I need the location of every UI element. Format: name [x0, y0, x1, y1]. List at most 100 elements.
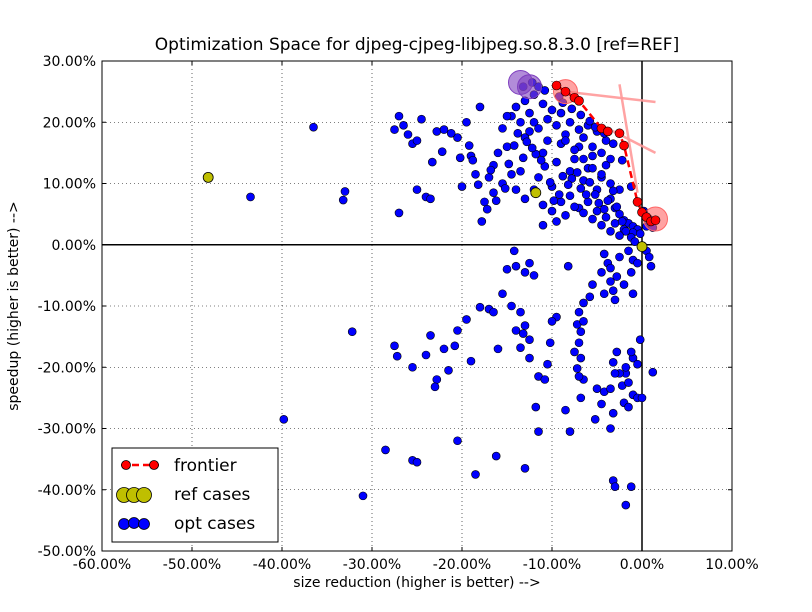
opt-point	[545, 177, 555, 187]
opt-point	[599, 204, 609, 214]
legend-item-ref: ref cases	[116, 485, 251, 505]
opt-point	[585, 177, 595, 187]
opt-point	[493, 148, 503, 158]
y-tick-label: 10.00%	[43, 177, 96, 193]
opt-point	[630, 237, 640, 246]
frontier-point	[650, 215, 661, 226]
opt-point	[579, 154, 588, 164]
opt-point	[648, 367, 658, 377]
opt-point	[279, 415, 289, 424]
y-axis-ticks: -50.00% -40.00% -30.00% -20.00% -10.00% 0.00%…	[38, 54, 732, 560]
opt-point	[475, 302, 485, 312]
opt-point	[525, 127, 534, 136]
opt-point	[588, 280, 597, 289]
opt-point	[608, 186, 618, 196]
opt-point	[576, 184, 586, 193]
opt-point	[390, 341, 399, 351]
opt-point	[534, 124, 543, 133]
opt-point	[570, 202, 579, 212]
legend-label-opt: opt cases	[174, 514, 255, 534]
opt-point	[432, 375, 442, 384]
opt-point	[477, 217, 487, 226]
opt-points	[246, 78, 658, 510]
opt-point	[547, 317, 557, 326]
opt-point	[552, 217, 561, 226]
opt-point	[522, 137, 532, 147]
opt-point	[626, 268, 636, 277]
opt-point	[534, 427, 543, 436]
y-tick-label: -40.00%	[38, 483, 96, 499]
opt-point	[545, 338, 555, 348]
opt-point	[563, 180, 573, 190]
opt-point	[531, 402, 541, 412]
legend-label-frontier: frontier	[174, 456, 237, 476]
opt-point	[498, 289, 507, 299]
opt-point	[617, 155, 627, 165]
opt-point	[579, 317, 588, 326]
opt-point	[570, 145, 579, 155]
frontier-point	[632, 197, 643, 207]
opt-point	[592, 384, 602, 393]
opt-point	[637, 393, 647, 403]
opt-point	[561, 405, 570, 415]
opt-point	[529, 117, 539, 127]
opt-point	[466, 356, 476, 366]
opt-point	[633, 359, 642, 369]
opt-point	[408, 362, 417, 372]
opt-point	[565, 427, 575, 436]
opt-point	[606, 226, 615, 236]
opt-point	[561, 211, 570, 220]
opt-point	[599, 249, 609, 259]
opt-point	[399, 121, 408, 130]
opt-point	[358, 491, 368, 501]
frontier-point	[602, 126, 613, 137]
opt-point	[525, 353, 534, 363]
opt-point	[471, 470, 480, 479]
opt-point	[473, 180, 483, 190]
opt-point	[610, 219, 620, 228]
opt-point	[486, 165, 496, 175]
opt-point	[565, 166, 575, 176]
opt-point	[597, 148, 606, 158]
opt-point	[576, 110, 586, 120]
x-tick-label: -10.00%	[523, 557, 581, 573]
opt-point	[392, 351, 402, 361]
opt-point	[446, 128, 456, 138]
opt-point	[482, 204, 492, 214]
opt-point	[439, 344, 449, 354]
opt-point	[426, 194, 435, 204]
x-axis-label: size reduction (higher is better) -->	[293, 575, 540, 591]
opt-point	[554, 190, 564, 199]
legend-label-ref: ref cases	[174, 485, 251, 505]
opt-point	[576, 327, 586, 337]
opt-point	[590, 190, 600, 199]
opt-point	[502, 264, 512, 274]
opt-point	[509, 141, 519, 150]
legend-item-opt: opt cases	[118, 514, 255, 534]
opt-point	[547, 206, 557, 216]
opt-point	[588, 142, 597, 152]
opt-point	[516, 307, 525, 317]
opt-point	[507, 301, 516, 311]
opt-point	[538, 220, 548, 230]
opt-point	[516, 117, 525, 127]
x-tick-label: -50.00%	[163, 557, 221, 573]
opt-point	[489, 307, 498, 317]
x-tick-label: -60.00%	[73, 557, 131, 573]
highlight-marker	[517, 74, 542, 100]
opt-point	[619, 280, 629, 289]
opt-point	[518, 329, 528, 338]
opt-point	[574, 372, 584, 381]
frontier-point	[551, 80, 562, 91]
opt-point	[432, 127, 442, 136]
opt-point	[612, 272, 622, 281]
opt-point	[464, 141, 474, 150]
opt-point	[635, 229, 645, 239]
opt-point	[597, 268, 606, 277]
opt-point	[601, 212, 611, 222]
opt-point	[430, 382, 440, 392]
opt-point	[597, 220, 606, 230]
x-tick-label: -20.00%	[433, 557, 491, 573]
opt-point	[439, 125, 449, 134]
